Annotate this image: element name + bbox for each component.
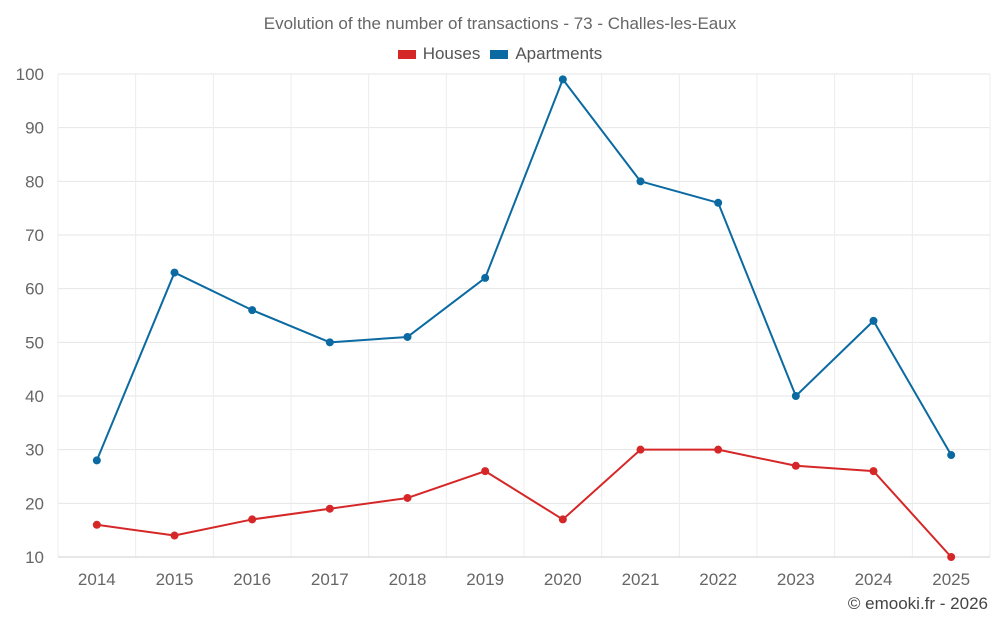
data-point-houses: [791, 461, 800, 470]
legend-swatch-houses: [397, 49, 416, 59]
x-tick-label: 2018: [389, 570, 427, 589]
data-point-apartments: [170, 268, 179, 277]
x-tick-label: 2025: [932, 570, 970, 589]
data-point-apartments: [92, 456, 101, 465]
data-point-apartments: [248, 306, 257, 315]
x-tick-label: 2023: [777, 570, 815, 589]
data-point-apartments: [403, 332, 412, 341]
data-point-houses: [403, 493, 412, 502]
x-tick-label: 2019: [466, 570, 504, 589]
data-point-apartments: [481, 273, 490, 282]
data-point-houses: [170, 531, 179, 540]
data-point-houses: [947, 553, 956, 561]
data-point-houses: [92, 520, 101, 529]
y-tick-label: 90: [25, 119, 44, 138]
y-tick-label: 70: [25, 226, 44, 245]
data-point-houses: [636, 445, 645, 454]
legend-label-apartments: Apartments: [515, 44, 603, 63]
legend-item-houses[interactable]: Houses: [397, 44, 481, 64]
legend: Houses Apartments: [0, 44, 1000, 64]
data-point-houses: [714, 445, 723, 454]
x-tick-label: 2014: [78, 570, 116, 589]
x-tick-label: 2021: [622, 570, 660, 589]
y-tick-label: 100: [16, 65, 44, 84]
data-point-houses: [869, 467, 878, 476]
x-tick-label: 2016: [233, 570, 271, 589]
x-tick-label: 2015: [156, 570, 194, 589]
y-tick-label: 10: [25, 548, 44, 567]
legend-swatch-apartments: [490, 49, 509, 59]
x-tick-label: 2020: [544, 570, 582, 589]
legend-label-houses: Houses: [422, 44, 481, 63]
y-tick-label: 50: [25, 333, 44, 352]
data-point-apartments: [558, 75, 567, 84]
series-line-apartments: [95, 78, 953, 461]
data-point-houses: [325, 504, 334, 513]
data-point-apartments: [636, 177, 645, 186]
y-tick-label: 20: [25, 494, 44, 513]
series-line-houses: [96, 448, 952, 558]
x-tick-label: 2017: [311, 570, 349, 589]
data-point-apartments: [791, 392, 800, 400]
data-point-houses: [248, 515, 257, 524]
y-tick-label: 30: [25, 441, 44, 460]
x-tick-label: 2022: [699, 570, 737, 589]
data-point-houses: [558, 515, 567, 524]
chart-title: Evolution of the number of transactions …: [263, 14, 737, 33]
x-tick-label: 2024: [855, 570, 893, 589]
copyright-credit: © emooki.fr - 2026: [847, 594, 988, 613]
data-point-apartments: [714, 198, 723, 207]
data-point-apartments: [869, 316, 878, 325]
data-point-apartments: [947, 451, 956, 460]
data-point-houses: [481, 467, 490, 476]
y-tick-label: 80: [25, 172, 44, 191]
data-point-apartments: [325, 338, 334, 347]
legend-item-apartments[interactable]: Apartments: [490, 44, 602, 64]
y-tick-label: 40: [25, 387, 44, 406]
y-tick-label: 60: [25, 280, 44, 299]
